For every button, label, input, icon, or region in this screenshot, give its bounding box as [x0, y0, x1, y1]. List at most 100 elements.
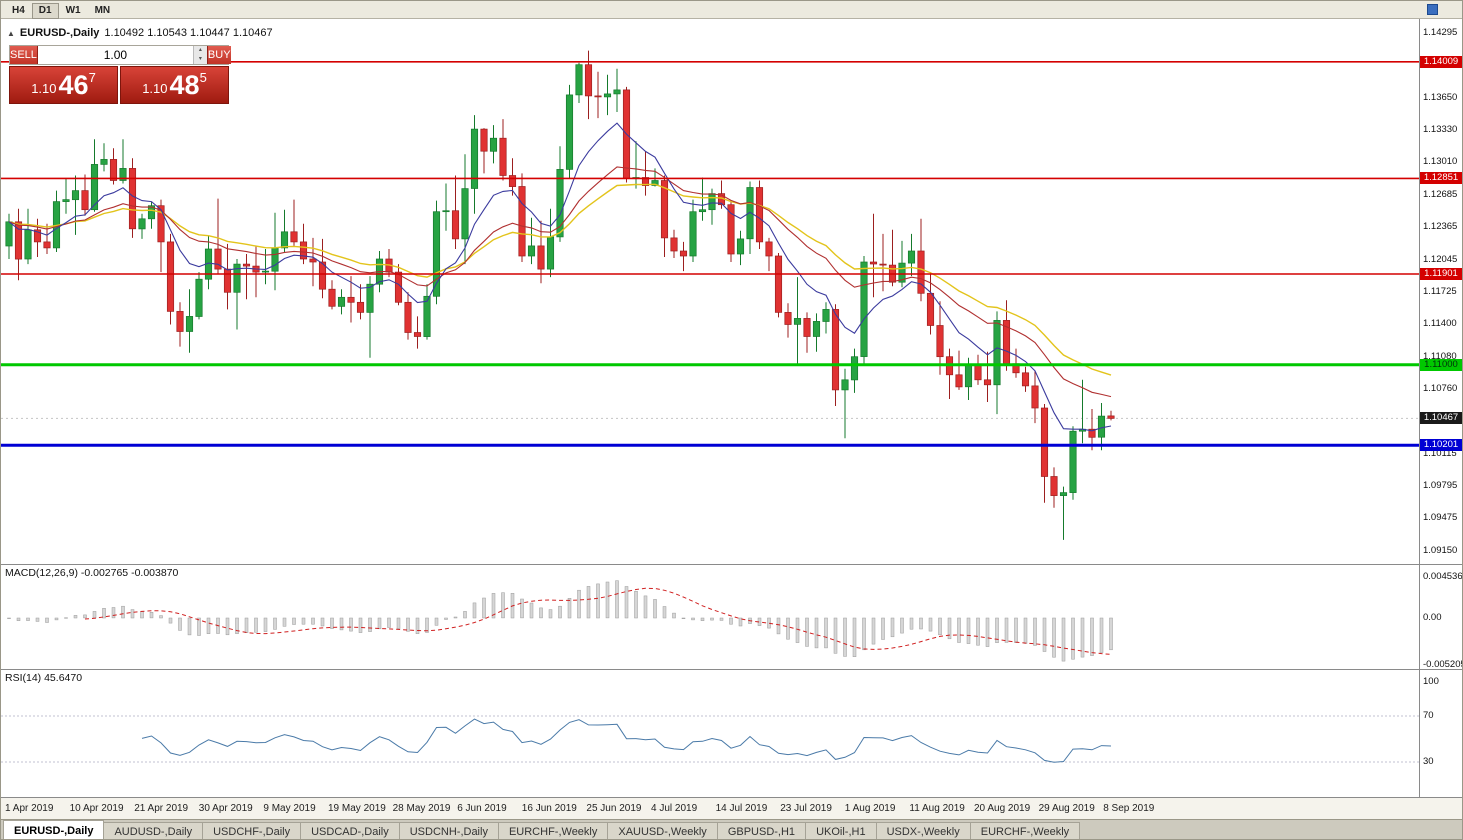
timeframe-toolbar: H4 D1 W1 MN — [1, 1, 1462, 19]
price-level-label: 1.14009 — [1420, 55, 1462, 68]
macd-signal-line — [84, 587, 1112, 655]
volume-decrease-button[interactable]: ▾ — [193, 55, 207, 64]
price-tick: 1.11080 — [1423, 350, 1457, 362]
date-label: 8 Sep 2019 — [1103, 803, 1155, 814]
rsi-line — [141, 718, 1112, 763]
price-tick: 1.10760 — [1423, 382, 1458, 394]
macd-label: MACD(12,26,9) -0.002765 -0.003870 — [5, 567, 179, 579]
sell-price-big: 46 — [58, 70, 89, 100]
chart-title: ▲ EURUSD-,Daily 1.10492 1.10543 1.10447 … — [7, 27, 273, 39]
price-tick: 1.10115 — [1423, 447, 1457, 459]
price-tick: 1.11400 — [1423, 318, 1457, 330]
volume-field-wrap: ▴ ▾ — [37, 46, 207, 64]
rsi-scale-label: 30 — [1423, 756, 1434, 767]
volume-increase-button[interactable]: ▴ — [193, 46, 207, 55]
price-tick: 1.09475 — [1423, 512, 1458, 524]
chart-tab-3[interactable]: USDCAD-,Daily — [300, 822, 400, 839]
timeframe-button-mn[interactable]: MN — [88, 3, 118, 19]
chart-tab-6[interactable]: XAUUSD-,Weekly — [607, 822, 718, 839]
buy-price-prefix: 1.10 — [142, 81, 168, 96]
chart-tab-0[interactable]: EURUSD-,Daily — [3, 820, 105, 839]
price-level-label: 1.12851 — [1420, 172, 1462, 185]
buy-button[interactable]: BUY — [206, 46, 231, 64]
rsi-label: RSI(14) 45.6470 — [5, 672, 83, 684]
main-chart-area[interactable]: ▲ EURUSD-,Daily 1.10492 1.10543 1.10447 … — [1, 19, 1462, 564]
timeframe-button-d1[interactable]: D1 — [31, 3, 59, 19]
date-label: 20 Aug 2019 — [974, 803, 1031, 814]
volume-spinner: ▴ ▾ — [192, 46, 207, 64]
date-label: 1 Apr 2019 — [5, 803, 54, 814]
rsi-panel[interactable]: RSI(14) 45.6470 100 70 30 — [1, 669, 1462, 797]
date-label: 30 Apr 2019 — [198, 803, 253, 814]
rsi-scale[interactable]: 100 70 30 — [1419, 670, 1462, 797]
rsi-scale-label: 70 — [1423, 710, 1434, 721]
sell-price-prefix: 1.10 — [31, 81, 57, 96]
macd-scale-label: -0.005205 — [1423, 659, 1463, 670]
macd-panel[interactable]: MACD(12,26,9) -0.002765 -0.003870 0.0045… — [1, 564, 1463, 670]
volume-input[interactable] — [37, 46, 193, 64]
support-resistance-lines[interactable] — [1, 60, 1421, 447]
chart-tab-2[interactable]: USDCHF-,Daily — [202, 822, 302, 839]
chart-ohlc-label: 1.10492 1.10543 1.10447 1.10467 — [104, 27, 273, 39]
date-label: 1 Aug 2019 — [844, 803, 896, 814]
ma-mid-line — [8, 166, 1112, 398]
date-label: 10 Apr 2019 — [69, 803, 124, 814]
chart-tab-7[interactable]: GBPUSD-,H1 — [716, 822, 807, 839]
sell-button[interactable]: SELL — [10, 46, 38, 64]
chart-tab-4[interactable]: USDCNH-,Daily — [398, 822, 499, 839]
date-label: 19 May 2019 — [328, 803, 386, 814]
buy-price-button[interactable]: 1.10 48 5 — [120, 66, 229, 104]
date-label: 11 Aug 2019 — [909, 803, 965, 814]
timeframe-button-w1[interactable]: W1 — [59, 3, 88, 19]
price-scale[interactable]: 1.14295 1.13650 1.13330 1.13010 1.12685 1.123… — [1419, 19, 1462, 564]
buy-price-big: 48 — [169, 70, 200, 100]
date-label: 28 May 2019 — [392, 803, 451, 814]
price-tick: 1.12045 — [1423, 253, 1458, 265]
rsi-canvas[interactable] — [1, 670, 1421, 798]
ma-fast-line — [8, 122, 1112, 432]
price-tick: 1.12365 — [1423, 221, 1458, 233]
price-tick: 1.09795 — [1423, 480, 1458, 492]
chart-tabs-bar: EURUSD-,Daily AUDUSD-,Daily USDCHF-,Daily U… — [1, 819, 1462, 839]
date-label: 25 Jun 2019 — [586, 803, 642, 814]
sell-price-button[interactable]: 1.10 46 7 — [9, 66, 118, 104]
chart-tab-1[interactable]: AUDUSD-,Daily — [103, 822, 204, 839]
date-label: 9 May 2019 — [263, 803, 316, 814]
chart-tab-10[interactable]: EURCHF-,Weekly — [969, 822, 1081, 839]
date-label: 21 Apr 2019 — [134, 803, 189, 814]
buy-price-pip: 5 — [199, 70, 207, 85]
timeframe-button-h4[interactable]: H4 — [5, 3, 32, 19]
main-chart-canvas[interactable] — [1, 19, 1421, 564]
macd-histogram — [7, 580, 1113, 662]
price-tick: 1.12685 — [1423, 189, 1458, 201]
sell-price-pip: 7 — [88, 70, 96, 85]
date-label: 14 Jul 2019 — [715, 803, 768, 814]
price-tick: 1.13650 — [1423, 91, 1458, 103]
price-tick: 1.13010 — [1423, 156, 1458, 168]
macd-scale-label: 0.004536 — [1423, 571, 1463, 582]
one-click-collapse-icon[interactable]: ▲ — [7, 28, 15, 38]
chart-tab-8[interactable]: UKOil-,H1 — [805, 822, 877, 839]
price-tick: 1.09150 — [1423, 545, 1458, 556]
macd-canvas[interactable] — [1, 565, 1421, 670]
price-tick: 1.14295 — [1423, 27, 1458, 38]
date-label: 29 Aug 2019 — [1038, 803, 1095, 814]
chart-window-icon[interactable] — [1427, 4, 1438, 15]
date-label: 4 Jul 2019 — [651, 803, 698, 814]
current-price-label: 1.10467 — [1420, 412, 1462, 425]
macd-scale-label: 0.00 — [1423, 611, 1442, 623]
date-label: 16 Jun 2019 — [521, 803, 577, 814]
ma-slow-line — [8, 183, 1112, 376]
macd-scale[interactable]: 0.004536 0.00 -0.005205 — [1419, 565, 1463, 670]
price-level-label: 1.11901 — [1420, 268, 1462, 281]
price-tick: 1.13330 — [1423, 124, 1458, 136]
chart-tab-9[interactable]: USDX-,Weekly — [875, 822, 971, 839]
chart-symbol-label: EURUSD-,Daily — [19, 27, 100, 39]
date-axis[interactable]: 1 Apr 2019 10 Apr 2019 21 Apr 2019 30 Apr 2… — [1, 797, 1462, 819]
candles-group — [5, 50, 1115, 540]
chart-tab-5[interactable]: EURCHF-,Weekly — [497, 822, 609, 839]
rsi-scale-label: 100 — [1423, 675, 1439, 687]
timeframe-buttons: H4 D1 W1 MN — [5, 1, 118, 19]
date-label: 6 Jun 2019 — [457, 803, 507, 814]
